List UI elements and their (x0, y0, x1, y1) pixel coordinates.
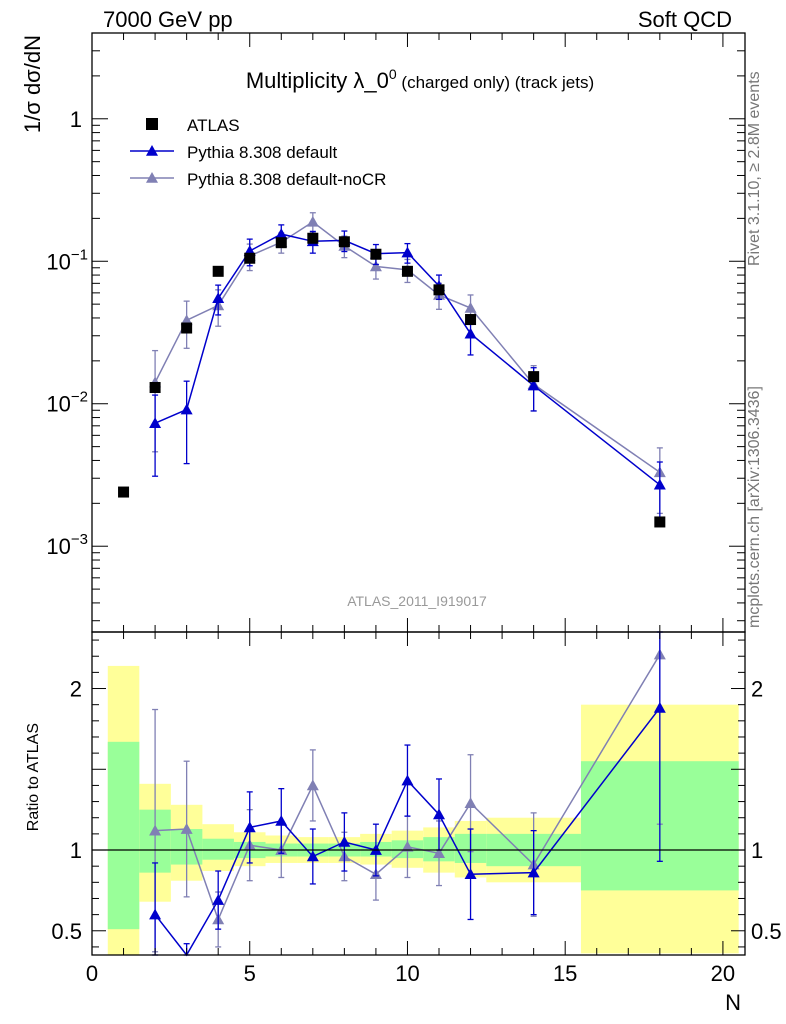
default-ratio-point (653, 701, 666, 713)
atlas-data-point (275, 237, 287, 249)
noCR-ratio-point (306, 779, 319, 791)
noCR-ratio-point (464, 797, 477, 808)
atlas-data-point (528, 371, 540, 383)
noCR-series-point (180, 314, 193, 326)
x-tick-label: 5 (244, 961, 256, 986)
atlas-data-point (212, 265, 224, 277)
analysis-watermark: ATLAS_2011_I919017 (347, 593, 487, 609)
atlas-data-point (244, 252, 256, 264)
atlas-data-point (401, 265, 413, 277)
y-tick-label-right: 2 (751, 677, 763, 702)
x-tick-label: 20 (711, 961, 735, 986)
default-ratio-point (243, 821, 256, 833)
default-ratio-point (464, 868, 477, 880)
y-tick-label-right: 0.5 (751, 919, 782, 944)
x-tick-label: 10 (395, 961, 419, 986)
y-tick-label: 10−1 (46, 246, 88, 274)
default-series-point (149, 417, 162, 429)
atlas-data-point (118, 486, 130, 498)
legend-label: ATLAS (187, 116, 240, 135)
atlas-data-point (654, 516, 666, 528)
chart-title: Multiplicity λ_00 (charged only) (track … (246, 66, 594, 93)
default-series-point (212, 292, 225, 304)
default-ratio-point (401, 774, 414, 786)
default-series-point (275, 228, 288, 239)
ratio-band-green (202, 838, 234, 860)
atlas-data-point (338, 236, 350, 248)
x-tick-label: 0 (86, 961, 98, 986)
default-series-point (464, 327, 477, 339)
atlas-data-point (181, 322, 193, 334)
default-ratio-point (527, 866, 540, 878)
default-series-point (653, 478, 666, 490)
y-tick-label: 2 (70, 677, 82, 702)
legend-label: Pythia 8.308 default (187, 143, 338, 162)
noCR-ratio-point (433, 847, 446, 859)
header-process: Soft QCD (637, 7, 732, 32)
default-ratio-point (433, 808, 446, 820)
x-axis-label: N (725, 990, 741, 1015)
default-series-point (180, 403, 193, 415)
legend-marker-atlas (146, 118, 158, 130)
default-series-point (401, 246, 414, 258)
y-axis-label-bottom: Ratio to ATLAS (25, 723, 42, 831)
default-ratio-point (338, 835, 351, 847)
default-ratio-point (212, 894, 225, 905)
legend-label: Pythia 8.308 default-noCR (187, 170, 386, 189)
y-axis-label-top: 1/σ dσ/dN (20, 35, 45, 133)
y-tick-label: 1 (70, 107, 82, 132)
y-tick-label-right: 1 (751, 838, 763, 863)
y-tick-label: 10−2 (46, 389, 88, 417)
x-tick-label: 15 (553, 961, 577, 986)
bottom-panel-frame (91, 631, 746, 956)
noCR-series-point (369, 260, 382, 272)
noCR-ratio-point (149, 824, 162, 836)
atlas-data-point (465, 314, 477, 326)
header-beam: 7000 GeV pp (103, 7, 233, 32)
default-ratio-point (275, 814, 288, 826)
legend-marker (146, 172, 158, 183)
ratio-band-green (107, 741, 140, 930)
atlas-data-point (307, 232, 319, 244)
atlas-data-point (370, 248, 382, 260)
rivet-version-label: Rivet 3.1.10, ≥ 2.8M events (746, 71, 763, 266)
noCR-series-point (464, 301, 477, 313)
noCR-series-point (306, 215, 319, 227)
default-series-point (527, 379, 540, 391)
mcplots-reference-label: mcplots.cern.ch [arXiv:1306.3436] (746, 386, 763, 628)
y-tick-label: 1 (70, 838, 82, 863)
legend-marker (146, 145, 158, 156)
y-tick-label: 0.5 (51, 919, 82, 944)
y-tick-label: 10−3 (46, 531, 88, 559)
atlas-data-point (433, 284, 445, 296)
default-ratio-point (306, 850, 319, 862)
noCR-ratio-point (401, 840, 414, 852)
atlas-data-point (149, 382, 161, 394)
noCR-ratio-point (180, 823, 193, 834)
default-ratio-point (149, 908, 162, 920)
